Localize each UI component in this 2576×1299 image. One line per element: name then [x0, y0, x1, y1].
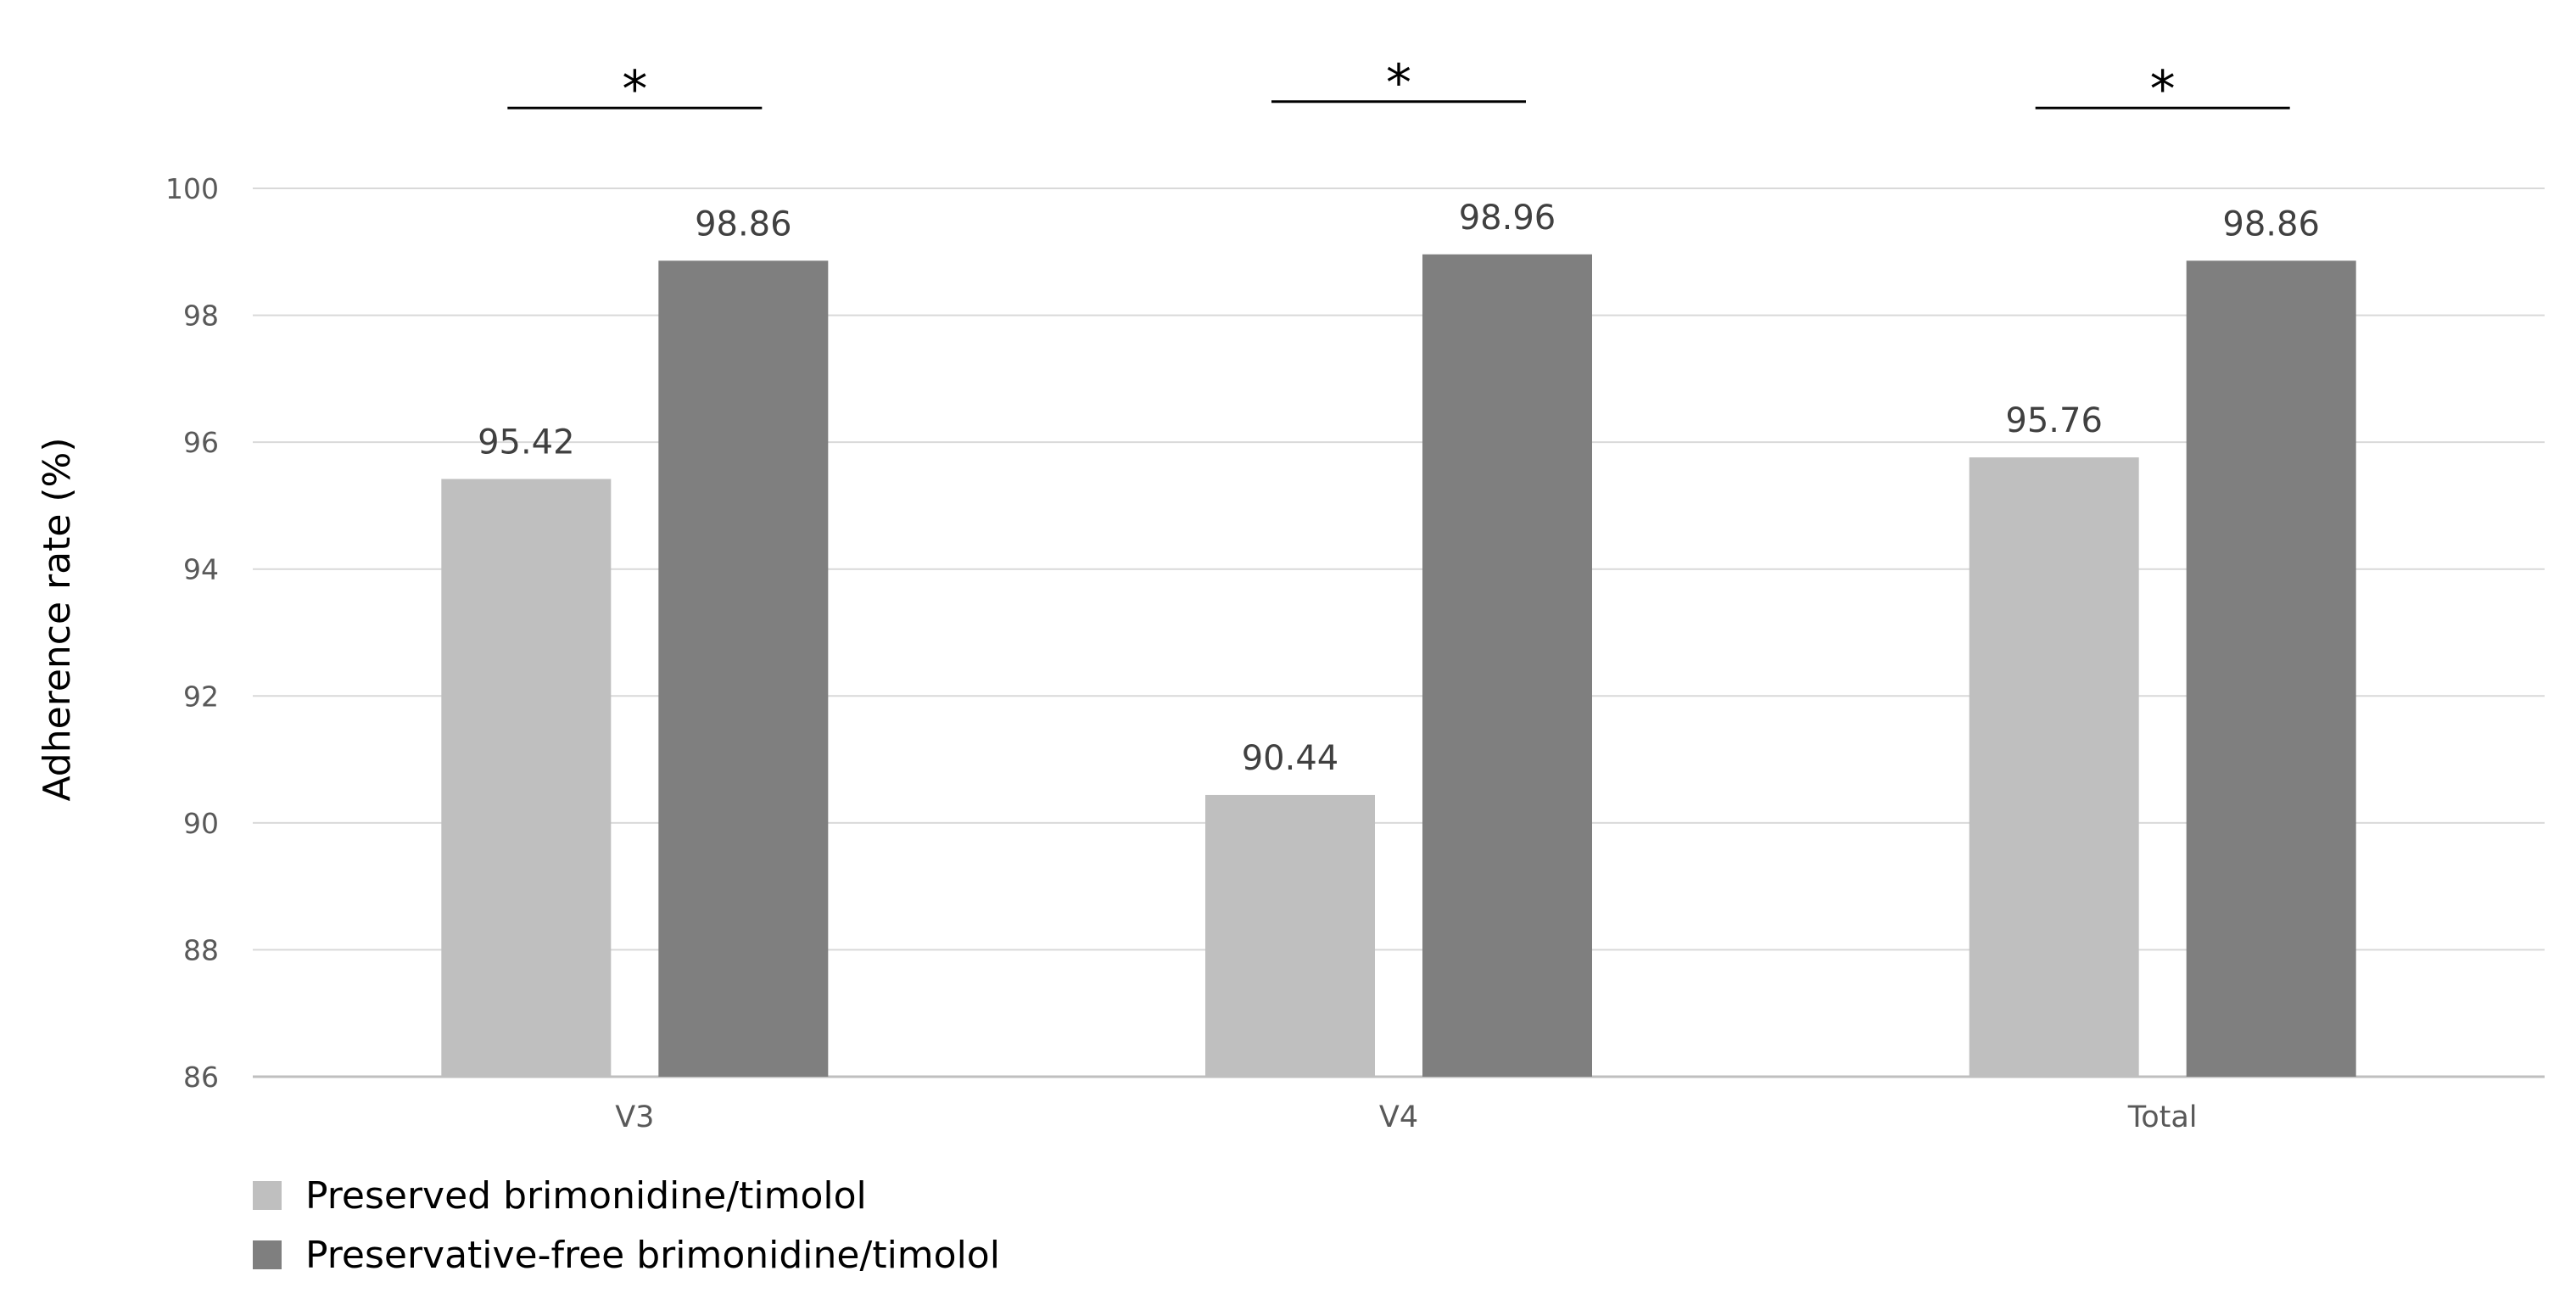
bar-preservative-free: [658, 260, 829, 1077]
significance-asterisk: *: [2150, 59, 2176, 119]
bars: [441, 254, 2356, 1078]
data-label: 98.86: [2222, 204, 2320, 244]
x-category-label: V4: [1379, 1100, 1418, 1134]
x-category-label: Total: [2127, 1100, 2198, 1134]
bar-preserved: [1205, 794, 1375, 1077]
gridlines: [253, 188, 2545, 1078]
y-tick-label: 88: [183, 933, 219, 966]
y-tick-label: 92: [183, 680, 219, 713]
bar-preserved: [1969, 457, 2139, 1077]
bar-preservative-free: [1422, 254, 1592, 1078]
y-axis-ticks: 86 88 90 92 94 96 98 100: [165, 172, 219, 1094]
data-label: 98.86: [695, 204, 792, 244]
legend-label: Preservative-free brimonidine/timolol: [305, 1234, 1000, 1277]
y-tick-label: 100: [165, 172, 219, 205]
data-label: 90.44: [1242, 739, 1339, 778]
legend-swatch: [253, 1181, 282, 1210]
data-labels: 95.42 98.86 90.44 98.96 95.76 98.86: [478, 199, 2320, 778]
y-tick-label: 94: [183, 553, 219, 586]
legend: Preserved brimonidine/timolol Preservativ…: [253, 1174, 1000, 1277]
data-label: 95.42: [478, 423, 575, 462]
data-label: 98.96: [1459, 199, 1556, 238]
bar-preserved: [441, 479, 612, 1077]
y-tick-label: 86: [183, 1061, 219, 1094]
x-category-label: V3: [615, 1100, 654, 1134]
y-tick-label: 96: [183, 426, 219, 459]
legend-swatch: [253, 1240, 282, 1269]
y-tick-label: 90: [183, 807, 219, 840]
legend-label: Preserved brimonidine/timolol: [305, 1174, 867, 1218]
significance-asterisk: *: [1386, 53, 1411, 113]
bar-preservative-free: [2186, 260, 2356, 1077]
significance-asterisk: *: [622, 59, 647, 119]
significance-markers: * * *: [507, 53, 2290, 119]
y-tick-label: 98: [183, 300, 219, 333]
y-axis-label: Adherence rate (%): [36, 437, 79, 801]
x-axis-categories: V3 V4 Total: [615, 1100, 2197, 1134]
data-label: 95.76: [2005, 401, 2103, 440]
